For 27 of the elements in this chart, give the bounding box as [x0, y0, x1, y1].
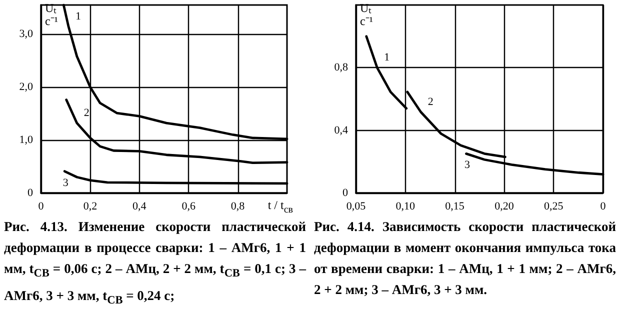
y-tick-label: 0,8	[334, 62, 348, 74]
x-tick-label: 0,8	[230, 200, 246, 212]
y-tick-label: 0	[28, 187, 34, 199]
x-tick-label: 0,15	[445, 200, 465, 212]
y-tick-label: 0,4	[334, 124, 348, 136]
x-tick-label: 0,05	[346, 200, 366, 212]
series-label: 2	[84, 107, 90, 120]
x-tick-label: 0,10	[396, 200, 416, 212]
y-tick-label: 2,0	[19, 81, 34, 94]
x-axis-title: t / t$_{св}$	[268, 198, 293, 216]
series-label: 3	[464, 159, 471, 172]
series-label: 1	[384, 52, 390, 64]
series-label: 3	[62, 176, 69, 189]
x-tick-label: 0,25	[544, 200, 564, 212]
y-tick-label: 3,0	[19, 28, 34, 40]
text: Рис. 4.14. Зависимость скорости пластической деформации в момент окончания импульса тока от времени сварки: 1 – АМц, 1 + 1 мм; 2 – АМг6, 2 + 2 мм; 3 – АМг6, 3 + 3 мм.	[314, 218, 616, 299]
x-tick-label: 0,20	[494, 200, 514, 212]
y-tick-label: 0	[342, 187, 348, 199]
x-tick-label: 0,6	[182, 200, 196, 212]
series-label: 2	[428, 96, 434, 108]
y-tick-label: 1,0	[19, 134, 34, 146]
text: Рис. 4.13. Изменение скорости пластической деформации в процессе сварки: 1 – АМг6, 1 + 1 мм, t$_{СВ}$ = 0,06 с; 2 – АМц, 2 + 2 мм, t$_{СВ}$ = 0,1 с; 3 – АМг6, 3 + 3 мм, t$_{СВ}$ = 0,24 с;	[4, 219, 306, 306]
x-tick-label: 0	[600, 200, 606, 212]
x-tick-label: 0,4	[132, 200, 147, 212]
series-label: 1	[76, 10, 82, 23]
x-tick-label: 0	[38, 200, 44, 212]
x-tick-label: 0,2	[83, 200, 98, 212]
